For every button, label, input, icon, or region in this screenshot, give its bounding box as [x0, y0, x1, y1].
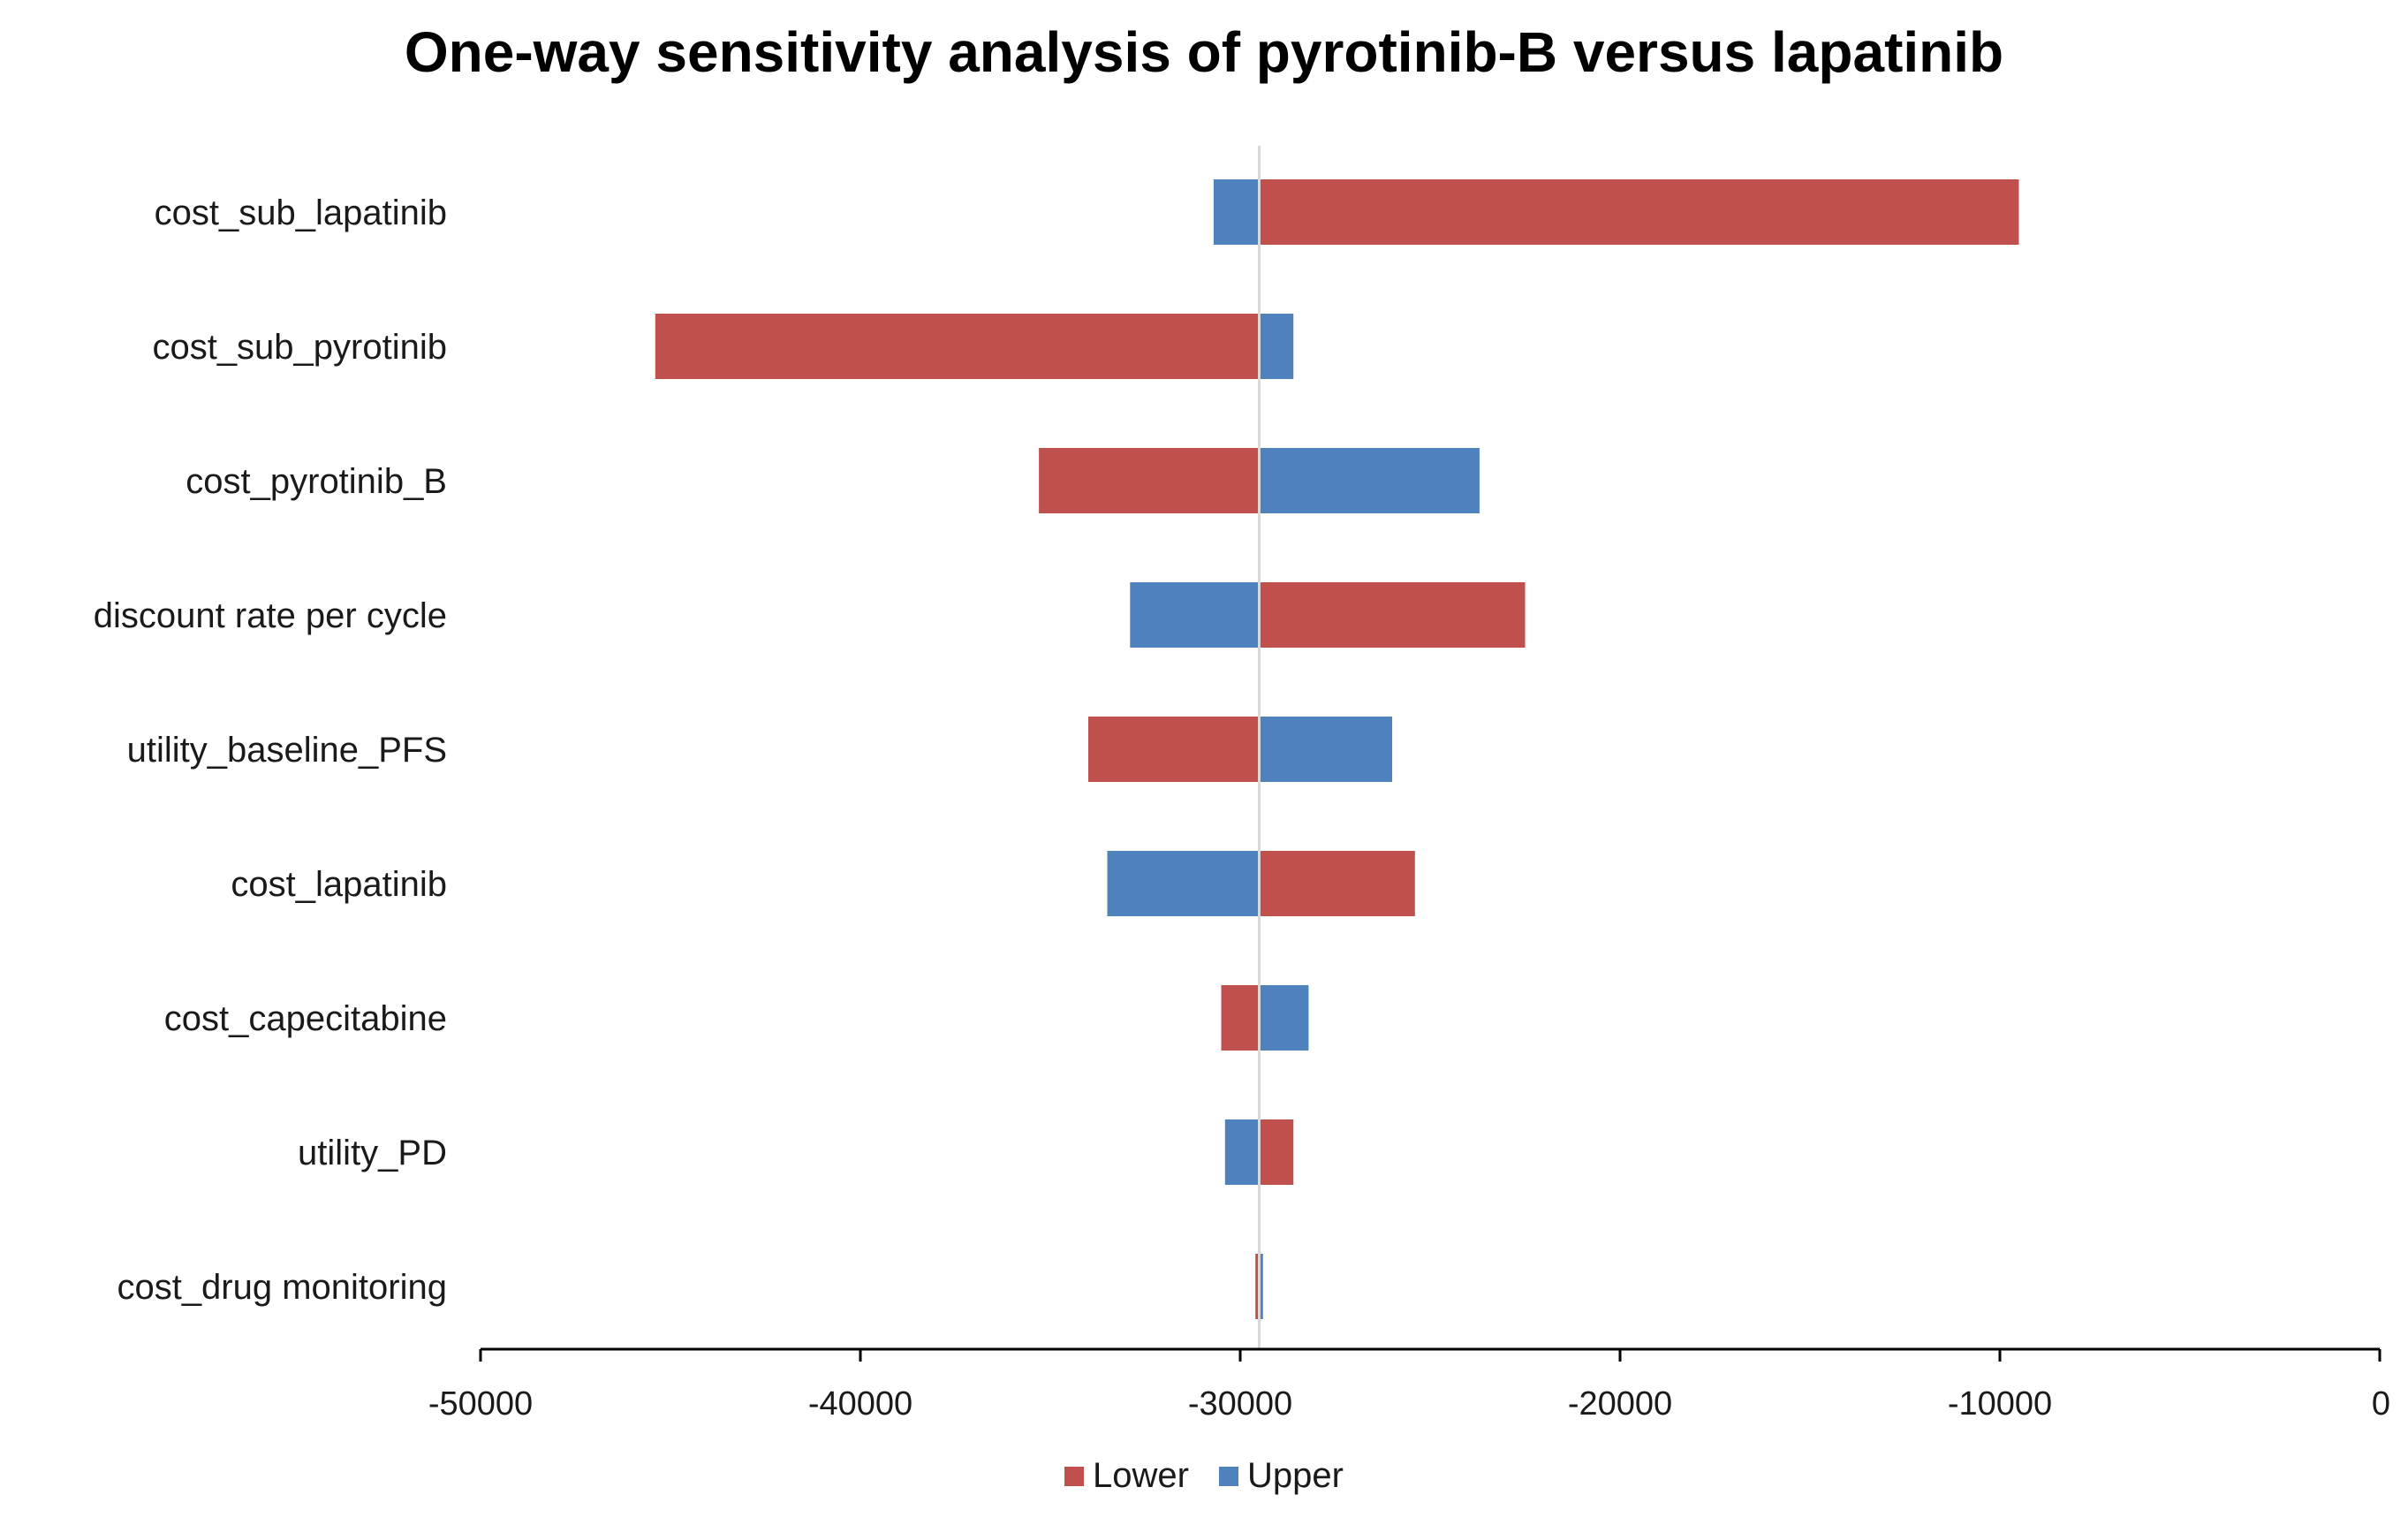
bar-lower-8	[1259, 1119, 1294, 1185]
category-label-3: cost_pyrotinib_B	[186, 462, 447, 501]
category-label-6: cost_lapatinib	[231, 865, 447, 904]
bar-upper-2	[1259, 314, 1294, 379]
bar-lower-1	[1259, 179, 2019, 245]
legend-label-lower: Lower	[1093, 1456, 1189, 1495]
bar-upper-1	[1213, 179, 1260, 245]
bar-upper-4	[1130, 582, 1260, 648]
x-tick-label-6: 0	[2372, 1385, 2390, 1423]
x-tick-label-1: -50000	[428, 1385, 533, 1423]
x-tick-label-5: -10000	[1948, 1385, 2052, 1423]
legend-item-lower: Lower	[1064, 1456, 1189, 1496]
legend-swatch-lower	[1064, 1466, 1085, 1486]
bar-upper-8	[1224, 1119, 1260, 1185]
bar-upper-3	[1259, 448, 1480, 513]
bar-lower-3	[1039, 448, 1260, 513]
category-label-4: discount rate per cycle	[94, 596, 447, 635]
bar-lower-5	[1088, 717, 1260, 782]
category-label-1: cost_sub_lapatinib	[155, 193, 447, 232]
category-label-9: cost_drug monitoring	[117, 1268, 447, 1307]
category-label-7: cost_capecitabine	[164, 999, 447, 1038]
category-label-8: utility_PD	[298, 1134, 447, 1172]
category-label-2: cost_sub_pyrotinib	[152, 328, 447, 367]
legend-label-upper: Upper	[1247, 1456, 1344, 1495]
bar-lower-2	[655, 314, 1260, 379]
x-tick-label-3: -30000	[1188, 1385, 1292, 1423]
x-tick-label-2: -40000	[808, 1385, 912, 1423]
category-label-5: utility_baseline_PFS	[127, 731, 447, 770]
legend: Lower Upper	[0, 1456, 2408, 1496]
bar-upper-9	[1259, 1254, 1263, 1319]
bar-lower-6	[1259, 851, 1415, 916]
bar-upper-6	[1107, 851, 1260, 916]
bar-upper-7	[1259, 985, 1309, 1051]
x-tick-label-4: -20000	[1568, 1385, 1672, 1423]
bar-lower-4	[1259, 582, 1526, 648]
bar-lower-9	[1255, 1254, 1260, 1319]
legend-swatch-upper	[1219, 1466, 1238, 1486]
legend-item-upper: Upper	[1219, 1456, 1344, 1496]
bar-lower-7	[1221, 985, 1260, 1051]
chart-title: One-way sensitivity analysis of pyrotini…	[404, 20, 2004, 84]
bar-upper-5	[1259, 717, 1392, 782]
